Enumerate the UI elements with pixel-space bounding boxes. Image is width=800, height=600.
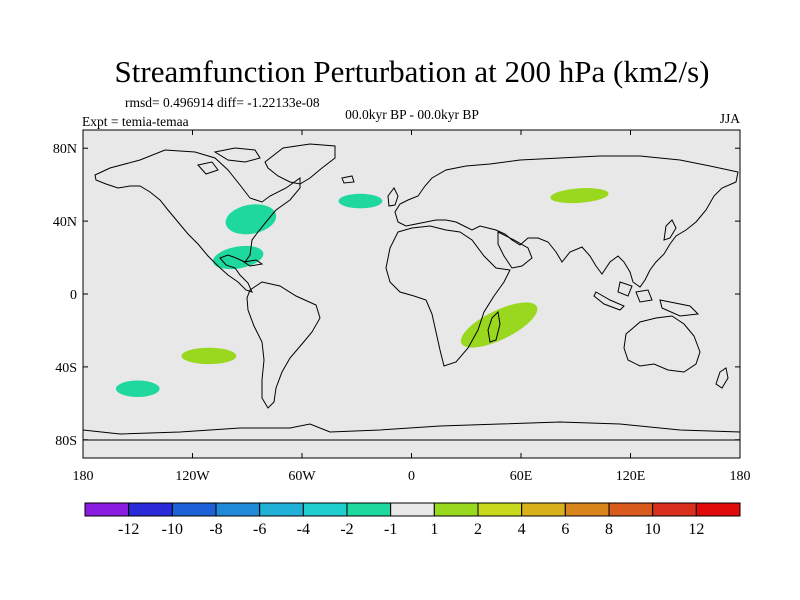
- anomaly-north-america-east: [225, 204, 277, 235]
- period-label: 00.0kyr BP - 00.0kyr BP: [345, 107, 479, 122]
- colorbar-swatch: [433, 502, 479, 517]
- colorbar-swatch: [302, 502, 348, 517]
- x-tick-label: 180: [73, 469, 94, 484]
- colorbar-label: -8: [209, 521, 222, 538]
- colorbar-label: 1: [430, 521, 438, 538]
- y-axis: 80N 40N 0 40S 80S: [53, 142, 740, 449]
- colorbar-label: 6: [561, 521, 569, 538]
- colorbar-swatch: [695, 502, 741, 517]
- colorbar-label: 10: [645, 521, 661, 538]
- y-tick-label: 0: [70, 288, 77, 303]
- y-tick-label: 80S: [55, 434, 77, 449]
- y-tick-label: 80N: [53, 142, 77, 157]
- colorbar-label: 2: [474, 521, 482, 538]
- colorbar: -12 -10 -8 -6 -4 -2 -1 1 2 4 6 8 10 12: [84, 502, 741, 538]
- anomaly-south-pacific-west: [115, 380, 160, 397]
- anomaly-indian-ocean: [460, 302, 538, 348]
- anomaly-south-pacific-east: [181, 347, 237, 365]
- x-tick-label: 120W: [175, 469, 210, 484]
- colorbar-swatch: [521, 502, 566, 517]
- colorbar-swatch: [652, 502, 697, 517]
- y-tick-label: 40N: [53, 215, 77, 230]
- colorbar-label: -12: [118, 521, 139, 538]
- colorbar-swatch: [259, 502, 304, 517]
- colorbar-swatch: [128, 502, 173, 517]
- anomaly-north-atlantic: [338, 193, 383, 209]
- x-axis: 180 120W 60W 0 60E 120E 180: [73, 130, 751, 484]
- coastlines: [82, 143, 741, 441]
- colorbar-label: 4: [518, 521, 526, 538]
- chart-title: Streamfunction Perturbation at 200 hPa (…: [115, 54, 710, 89]
- anomaly-layer: [115, 188, 609, 397]
- colorbar-swatch: [608, 502, 654, 517]
- x-tick-label: 180: [730, 469, 751, 484]
- colorbar-swatch: [171, 502, 217, 517]
- colorbar-swatch: [215, 502, 261, 517]
- colorbar-swatch: [346, 502, 392, 517]
- colorbar-swatch: [564, 502, 610, 517]
- stats-label: rmsd= 0.496914 diff= -1.22133e-08: [125, 95, 320, 110]
- colorbar-label: -10: [162, 521, 183, 538]
- colorbar-label: -6: [253, 521, 266, 538]
- colorbar-swatch: [84, 502, 130, 517]
- x-tick-label: 120E: [616, 469, 646, 484]
- x-tick-label: 60E: [510, 469, 533, 484]
- anomaly-central-asia: [550, 188, 609, 204]
- colorbar-label: -1: [384, 521, 397, 538]
- colorbar-label: -4: [297, 521, 310, 538]
- map-area: [82, 129, 741, 459]
- x-tick-label: 60W: [288, 469, 316, 484]
- season-label: JJA: [720, 111, 741, 126]
- y-tick-label: 40S: [55, 361, 77, 376]
- map-background: [83, 130, 740, 458]
- colorbar-label: 12: [688, 521, 704, 538]
- colorbar-label: 8: [605, 521, 613, 538]
- x-tick-label: 0: [408, 469, 415, 484]
- colorbar-swatch: [390, 502, 435, 517]
- colorbar-label: -2: [340, 521, 353, 538]
- experiment-label: Expt = temia-temaa: [82, 114, 189, 129]
- colorbar-swatch: [477, 502, 523, 517]
